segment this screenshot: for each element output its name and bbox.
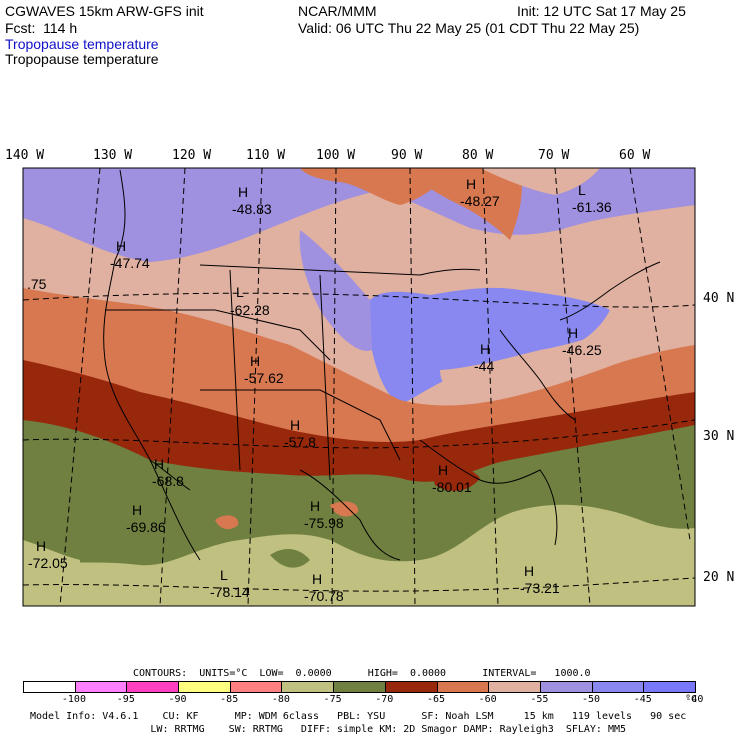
map-value: -80.01 xyxy=(432,479,472,495)
colorbar-tick: -50 xyxy=(582,694,601,705)
map-letter: L xyxy=(578,182,586,198)
map-value: -61.36 xyxy=(572,199,612,215)
map-value: -48.83 xyxy=(232,201,272,217)
init-time: Init: 12 UTC Sat 17 May 25 xyxy=(517,3,686,19)
colorbar-swatch xyxy=(384,681,438,693)
map-letter: H xyxy=(250,353,261,369)
band-blue xyxy=(370,287,610,405)
colorbar-swatch xyxy=(333,681,386,693)
colorbar-tick: -90 xyxy=(168,694,187,705)
map-value: -73.21 xyxy=(520,580,560,596)
colorbar-swatch xyxy=(178,681,231,693)
colorbar-swatch xyxy=(436,681,490,693)
colorbar-tick: -80 xyxy=(271,694,290,705)
map-value: -62.28 xyxy=(230,302,270,318)
field-title: Tropopause temperature xyxy=(5,51,159,67)
map-letter: H xyxy=(438,462,449,478)
lon-label: 130 W xyxy=(93,148,133,163)
colorbar-tick: -45 xyxy=(633,694,652,705)
colorbar-swatch xyxy=(643,681,696,693)
lon-label: 120 W xyxy=(172,148,212,163)
map-letter: H xyxy=(238,184,249,200)
colorbar-tick: -40 xyxy=(685,694,704,705)
map-letter: L xyxy=(220,567,228,583)
map-letter: H xyxy=(312,571,323,587)
map-letter: H xyxy=(36,538,47,554)
colorbar-swatch xyxy=(539,681,593,693)
colorbar-swatch xyxy=(229,681,283,693)
colorbar-swatch xyxy=(591,681,645,693)
map-value: -72.05 xyxy=(28,555,68,571)
lon-label: 80 W xyxy=(462,148,494,163)
colorbar-tick: -55 xyxy=(530,694,549,705)
colorbar-tick: -65 xyxy=(426,694,445,705)
lon-label: 90 W xyxy=(391,148,423,163)
colorbar-tick: °C xyxy=(685,694,698,705)
map-letter: H xyxy=(524,563,535,579)
org-label: NCAR/MMM xyxy=(298,3,377,19)
map-letter: H xyxy=(116,238,127,254)
lat-label: 30 N xyxy=(703,429,735,444)
colorbar-swatch xyxy=(74,681,128,693)
map-value: -57.62 xyxy=(244,370,284,386)
field-title-color: Tropopause temperature xyxy=(5,36,159,52)
colorbar-tick: -75 xyxy=(323,694,342,705)
valid-time: Valid: 06 UTC Thu 22 May 25 (01 CDT Thu … xyxy=(298,20,640,36)
lat-label: 20 N xyxy=(703,570,735,585)
map-value: -70.78 xyxy=(304,588,344,604)
colorbar-tick: -60 xyxy=(478,694,497,705)
lon-label: 110 W xyxy=(246,148,286,163)
map-letter: H xyxy=(154,456,165,472)
map-letter: L xyxy=(236,284,244,300)
map-value: -69.86 xyxy=(126,519,166,535)
map-value: -48.27 xyxy=(460,193,500,209)
map-frame xyxy=(22,167,696,607)
colorbar-tick: -85 xyxy=(220,694,239,705)
contours-info: CONTOURS: UNITS=°C LOW= 0.0000 HIGH= 0.0… xyxy=(133,668,591,679)
lon-label: 70 W xyxy=(538,148,570,163)
map-value: -44 xyxy=(474,358,495,374)
map-value: -75.98 xyxy=(304,515,344,531)
model-info-line1: Model Info: V4.6.1 CU: KF MP: WDM 6class… xyxy=(30,711,687,722)
map-value: -68.8 xyxy=(152,473,184,489)
model-info-line2: LW: RRTMG SW: RRTMG DIFF: simple KM: 2D … xyxy=(30,724,627,735)
map-letter: H xyxy=(568,325,579,341)
colorbar-tick: -70 xyxy=(375,694,394,705)
map-letter: H xyxy=(132,502,143,518)
map-value: -47.74 xyxy=(110,255,150,271)
colorbar-swatch xyxy=(126,681,180,693)
lon-label: 60 W xyxy=(619,148,651,163)
forecast-hour: Fcst: 114 h xyxy=(5,20,78,36)
colorbar-swatch xyxy=(488,681,541,693)
map-letter: H xyxy=(310,498,321,514)
map-letter: H xyxy=(480,341,491,357)
colorbar-swatch xyxy=(23,681,76,693)
map-value: -57.8 xyxy=(284,434,316,450)
map-letter: H xyxy=(466,176,477,192)
colorbar-tick: -100 xyxy=(61,694,86,705)
lat-label: 40 N xyxy=(703,291,735,306)
lon-label: 100 W xyxy=(316,148,356,163)
map-value: .75 xyxy=(27,276,47,292)
colorbar-swatch xyxy=(281,681,335,693)
colorbar-tick: -95 xyxy=(116,694,135,705)
lon-label: 140 W xyxy=(5,148,45,163)
map-value: -46.25 xyxy=(562,342,602,358)
band-khaki xyxy=(23,504,695,606)
map-letter: H xyxy=(290,417,301,433)
map-value: -78.14 xyxy=(210,584,250,600)
model-title: CGWAVES 15km ARW-GFS init xyxy=(5,3,204,19)
